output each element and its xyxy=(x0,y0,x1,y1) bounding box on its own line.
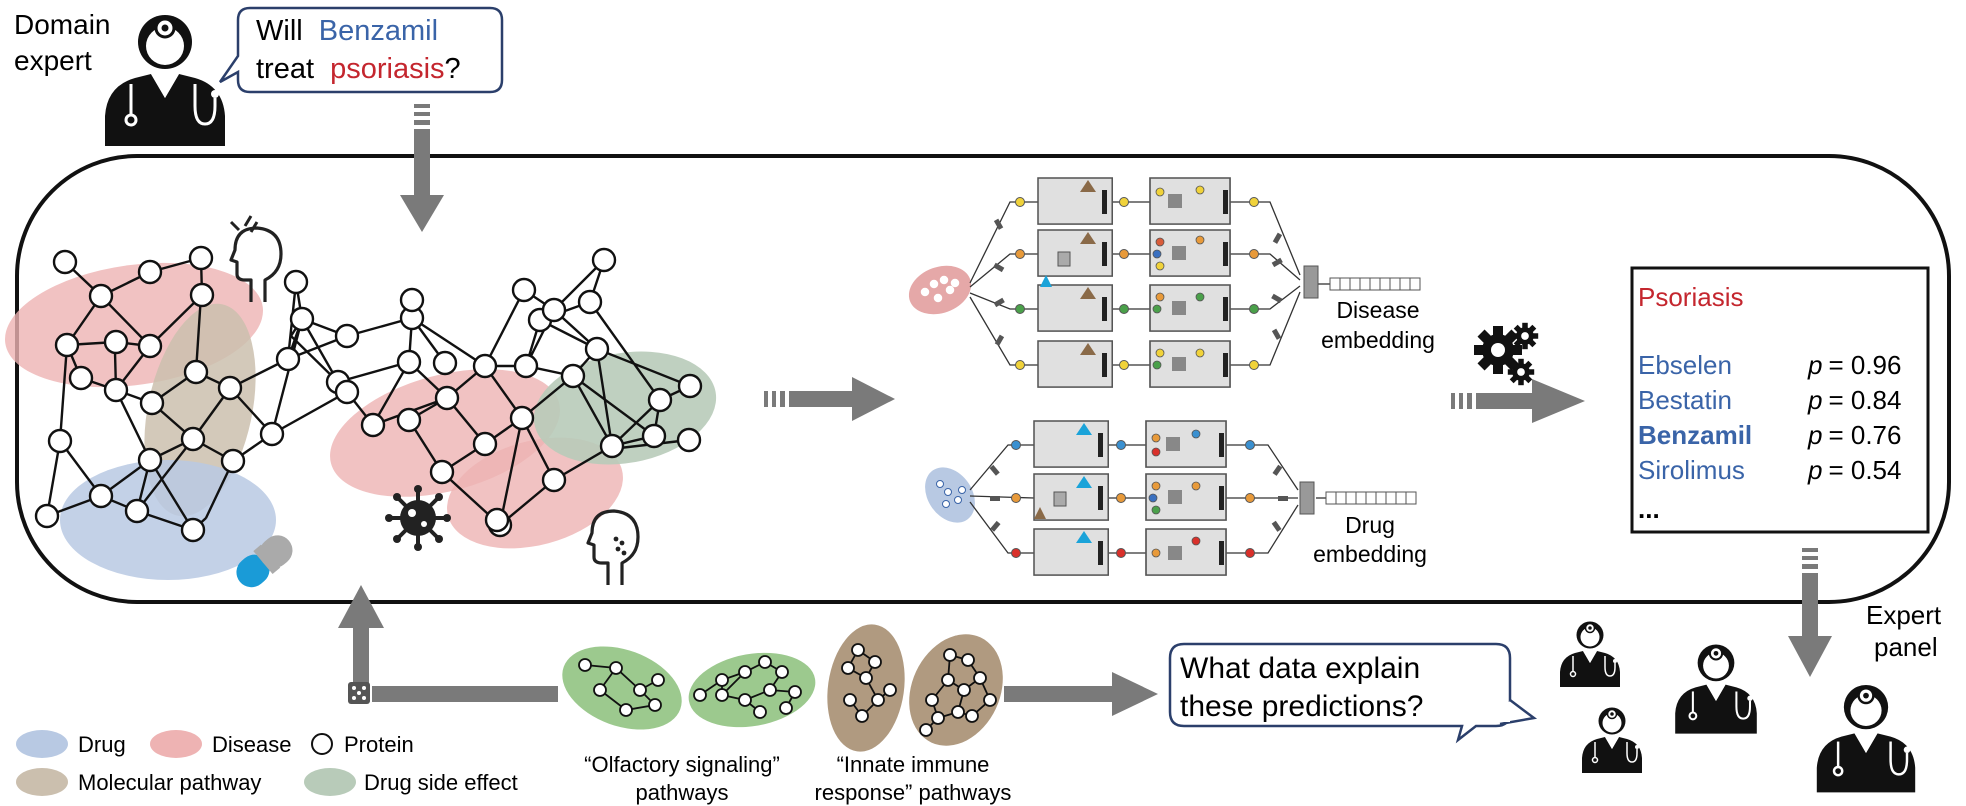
drug-embedding-label-2: embedding xyxy=(1313,541,1427,567)
result-p-value: = 0.76 xyxy=(1828,420,1901,450)
head-profile-icon xyxy=(229,215,283,304)
immune-pathways xyxy=(827,624,1003,752)
legend-swatch-pathway xyxy=(16,768,68,796)
explain-question-line-2: these predictions? xyxy=(1180,690,1424,723)
gears-icon xyxy=(1474,322,1539,386)
question-drug: Benzamil xyxy=(319,15,438,47)
legend: Drug Disease Protein Molecular pathway D… xyxy=(16,730,518,796)
expert-panel-label-1: Expert xyxy=(1866,600,1942,630)
legend-swatch-disease xyxy=(150,730,202,758)
pill-icon xyxy=(236,535,293,588)
results-ellipsis: ... xyxy=(1638,494,1660,524)
result-p-symbol: p xyxy=(1807,420,1822,450)
question-word-will: Will xyxy=(256,15,303,47)
doctor-icon xyxy=(1674,643,1758,735)
result-probability: p = 0.84 xyxy=(1807,385,1901,415)
svg-text:treat psoriasis?: treat psoriasis? xyxy=(256,53,461,85)
domain-expert-label-1: Domain xyxy=(14,9,110,40)
result-p-symbol: p xyxy=(1807,455,1822,485)
immune-label-2: response” pathways xyxy=(815,780,1012,805)
legend-label-pathway: Molecular pathway xyxy=(78,770,261,795)
result-p-value: = 0.84 xyxy=(1828,385,1901,415)
drug-embedding-label-1: Drug xyxy=(1345,512,1395,538)
svg-text:Will Benzamil: Will Benzamil xyxy=(256,15,438,47)
olfactory-label-1: “Olfactory signaling” xyxy=(584,752,780,777)
question-word-treat: treat xyxy=(256,53,314,85)
legend-label-drug: Drug xyxy=(78,732,126,757)
knowledge-graph xyxy=(4,215,717,588)
feedback-arrow xyxy=(338,585,558,702)
result-probability: p = 0.96 xyxy=(1807,350,1901,380)
result-p-value: = 0.96 xyxy=(1828,350,1901,380)
explain-bubble: What data explain these predictions? xyxy=(1168,642,1538,744)
disease-embedding-label-1: Disease xyxy=(1336,297,1419,323)
explain-question-line-1: What data explain xyxy=(1180,652,1420,685)
model-container xyxy=(15,154,1951,604)
graph-to-gnn-arrow xyxy=(764,377,895,421)
result-disease: Psoriasis xyxy=(1638,282,1743,312)
legend-swatch-side-effect xyxy=(304,768,356,796)
doctor-icon xyxy=(1559,620,1621,688)
doctor-icon xyxy=(103,13,227,148)
doctor-icon xyxy=(1581,706,1643,774)
dice-icon xyxy=(348,682,370,704)
input-arrow xyxy=(400,104,444,232)
question-mark: ? xyxy=(445,53,461,85)
legend-label-disease: Disease xyxy=(212,732,291,757)
domain-expert-label-2: expert xyxy=(14,45,92,76)
explain-arrow xyxy=(1004,672,1158,716)
prediction-arrow xyxy=(1451,379,1585,423)
result-p-value: = 0.54 xyxy=(1828,455,1901,485)
result-drug-name: Benzamil xyxy=(1638,420,1752,450)
legend-label-side-effect: Drug side effect xyxy=(364,770,518,795)
immune-label-1: “Innate immune xyxy=(837,752,990,777)
expert-panel-label-2: panel xyxy=(1874,632,1938,662)
doctor-icon xyxy=(1815,683,1917,794)
result-drug-name: Bestatin xyxy=(1638,385,1732,415)
legend-swatch-drug xyxy=(16,730,68,758)
olfactory-label-2: pathways xyxy=(636,780,729,805)
question-disease: psoriasis xyxy=(330,53,444,85)
head-profile-icon xyxy=(586,509,640,587)
result-p-symbol: p xyxy=(1807,385,1822,415)
disease-embedding-label-2: embedding xyxy=(1321,327,1435,353)
result-probability: p = 0.76 xyxy=(1807,420,1901,450)
drug-gnn-block: Drug embedding xyxy=(925,420,1427,576)
result-probability: p = 0.54 xyxy=(1807,455,1901,485)
panel-arrow xyxy=(1788,548,1832,677)
olfactory-pathways xyxy=(562,646,816,730)
legend-label-protein: Protein xyxy=(344,732,414,757)
legend-swatch-protein xyxy=(311,733,333,755)
disease-gnn-block: Disease embedding xyxy=(908,177,1435,388)
result-p-symbol: p xyxy=(1807,350,1822,380)
result-drug-name: Ebselen xyxy=(1638,350,1732,380)
result-drug-name: Sirolimus xyxy=(1638,455,1745,485)
virus-icon xyxy=(385,485,451,551)
question-bubble: Will Benzamil treat psoriasis? xyxy=(218,6,504,94)
